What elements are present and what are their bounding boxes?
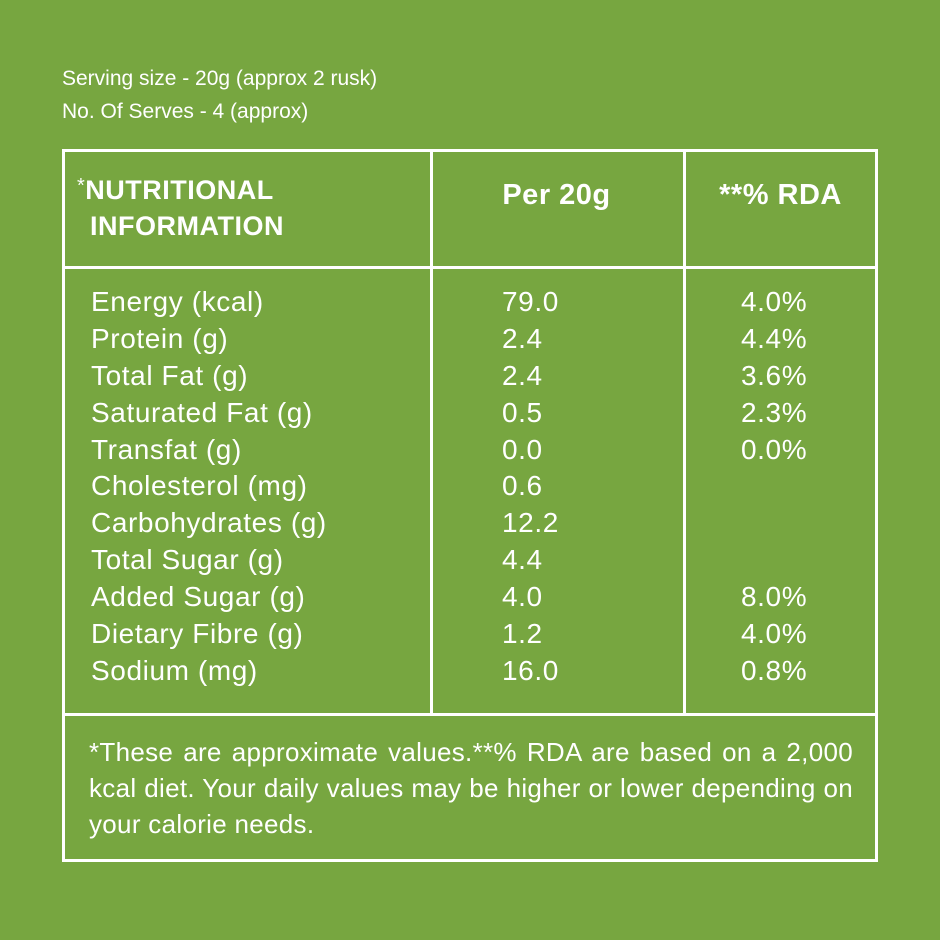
nutrient-name: Total Fat (g) [91, 359, 249, 391]
nutrient-name: Energy (kcal) [91, 286, 264, 317]
rda-value: 4.0% [741, 618, 808, 650]
table-row: Carbohydrates (g) 12.2 [65, 505, 875, 542]
table-row: Energy (kcal) 79.0 4.0% [65, 284, 875, 321]
header-rda: **% RDA [719, 179, 842, 211]
rda-value: 4.0% [741, 286, 808, 317]
table-row: Added Sugar (g) 4.0 8.0% [65, 579, 875, 616]
header-nutritional-label: NUTRITIONAL [85, 175, 274, 205]
header-divider [65, 266, 875, 269]
table-row: Transfat (g) 0.0 0.0% [65, 432, 875, 469]
rda-value: 8.0% [741, 581, 808, 613]
nutrient-name: Dietary Fibre (g) [91, 618, 304, 650]
per-20g-value: 4.4 [502, 544, 543, 576]
footnote: *These are approximate values.**% RDA ar… [89, 737, 853, 839]
rda-value: 2.3% [741, 396, 808, 428]
table-row: Total Sugar (g) 4.4 [65, 542, 875, 579]
nutrient-rows: Energy (kcal) 79.0 4.0% Protein (g) 2.4 4.4% T… [65, 284, 875, 690]
footer-divider [65, 713, 875, 716]
nutrient-name: Total Sugar (g) [91, 544, 284, 576]
per-20g-value: 12.2 [502, 507, 559, 539]
serving-size: Serving size - 20g (approx 2 rusk) [62, 67, 378, 90]
table-row: Total Fat (g) 2.4 3.6% [65, 358, 875, 395]
nutrient-name: Sodium (mg) [91, 654, 258, 686]
table-row: Protein (g) 2.4 4.4% [65, 321, 875, 358]
serving-info: Serving size - 20g (approx 2 rusk) No. O… [62, 62, 377, 128]
column-divider [430, 152, 433, 714]
table-row: Saturated Fat (g) 0.5 2.3% [65, 395, 875, 432]
rda-value: 3.6% [741, 359, 808, 391]
per-20g-value: 0.5 [502, 396, 543, 428]
table-row: Sodium (mg) 16.0 0.8% [65, 653, 875, 690]
rda-value: 0.0% [741, 433, 808, 465]
rda-value: 4.4% [741, 322, 808, 354]
table-row: Cholesterol (mg) 0.6 [65, 468, 875, 505]
nutrient-name: Added Sugar (g) [91, 581, 306, 613]
nutrient-name: Saturated Fat (g) [91, 396, 313, 428]
per-20g-value: 16.0 [502, 654, 559, 686]
table-row: Dietary Fibre (g) 1.2 4.0% [65, 616, 875, 653]
per-20g-value: 79.0 [502, 286, 559, 317]
nutrient-name: Transfat (g) [91, 433, 242, 465]
footnote-marker: * [77, 175, 86, 197]
per-20g-value: 0.0 [502, 433, 543, 465]
number-of-serves: No. Of Serves - 4 (approx) [62, 100, 309, 123]
per-20g-value: 1.2 [502, 618, 543, 650]
header-information-label: INFORMATION [90, 211, 284, 241]
per-20g-value: 0.6 [502, 470, 543, 502]
rda-value: 0.8% [741, 654, 808, 686]
per-20g-value: 2.4 [502, 359, 543, 391]
header-per-20g: Per 20g [502, 179, 611, 211]
nutrient-name: Carbohydrates (g) [91, 507, 327, 539]
header-nutritional-information: *NUTRITIONAL INFORMATION [77, 172, 284, 244]
nutrition-table: *NUTRITIONAL INFORMATION Per 20g **% RDA… [62, 149, 878, 862]
per-20g-value: 4.0 [502, 581, 543, 613]
nutrient-name: Protein (g) [91, 322, 229, 354]
per-20g-value: 2.4 [502, 322, 543, 354]
nutrient-name: Cholesterol (mg) [91, 470, 308, 502]
column-divider [683, 152, 686, 714]
